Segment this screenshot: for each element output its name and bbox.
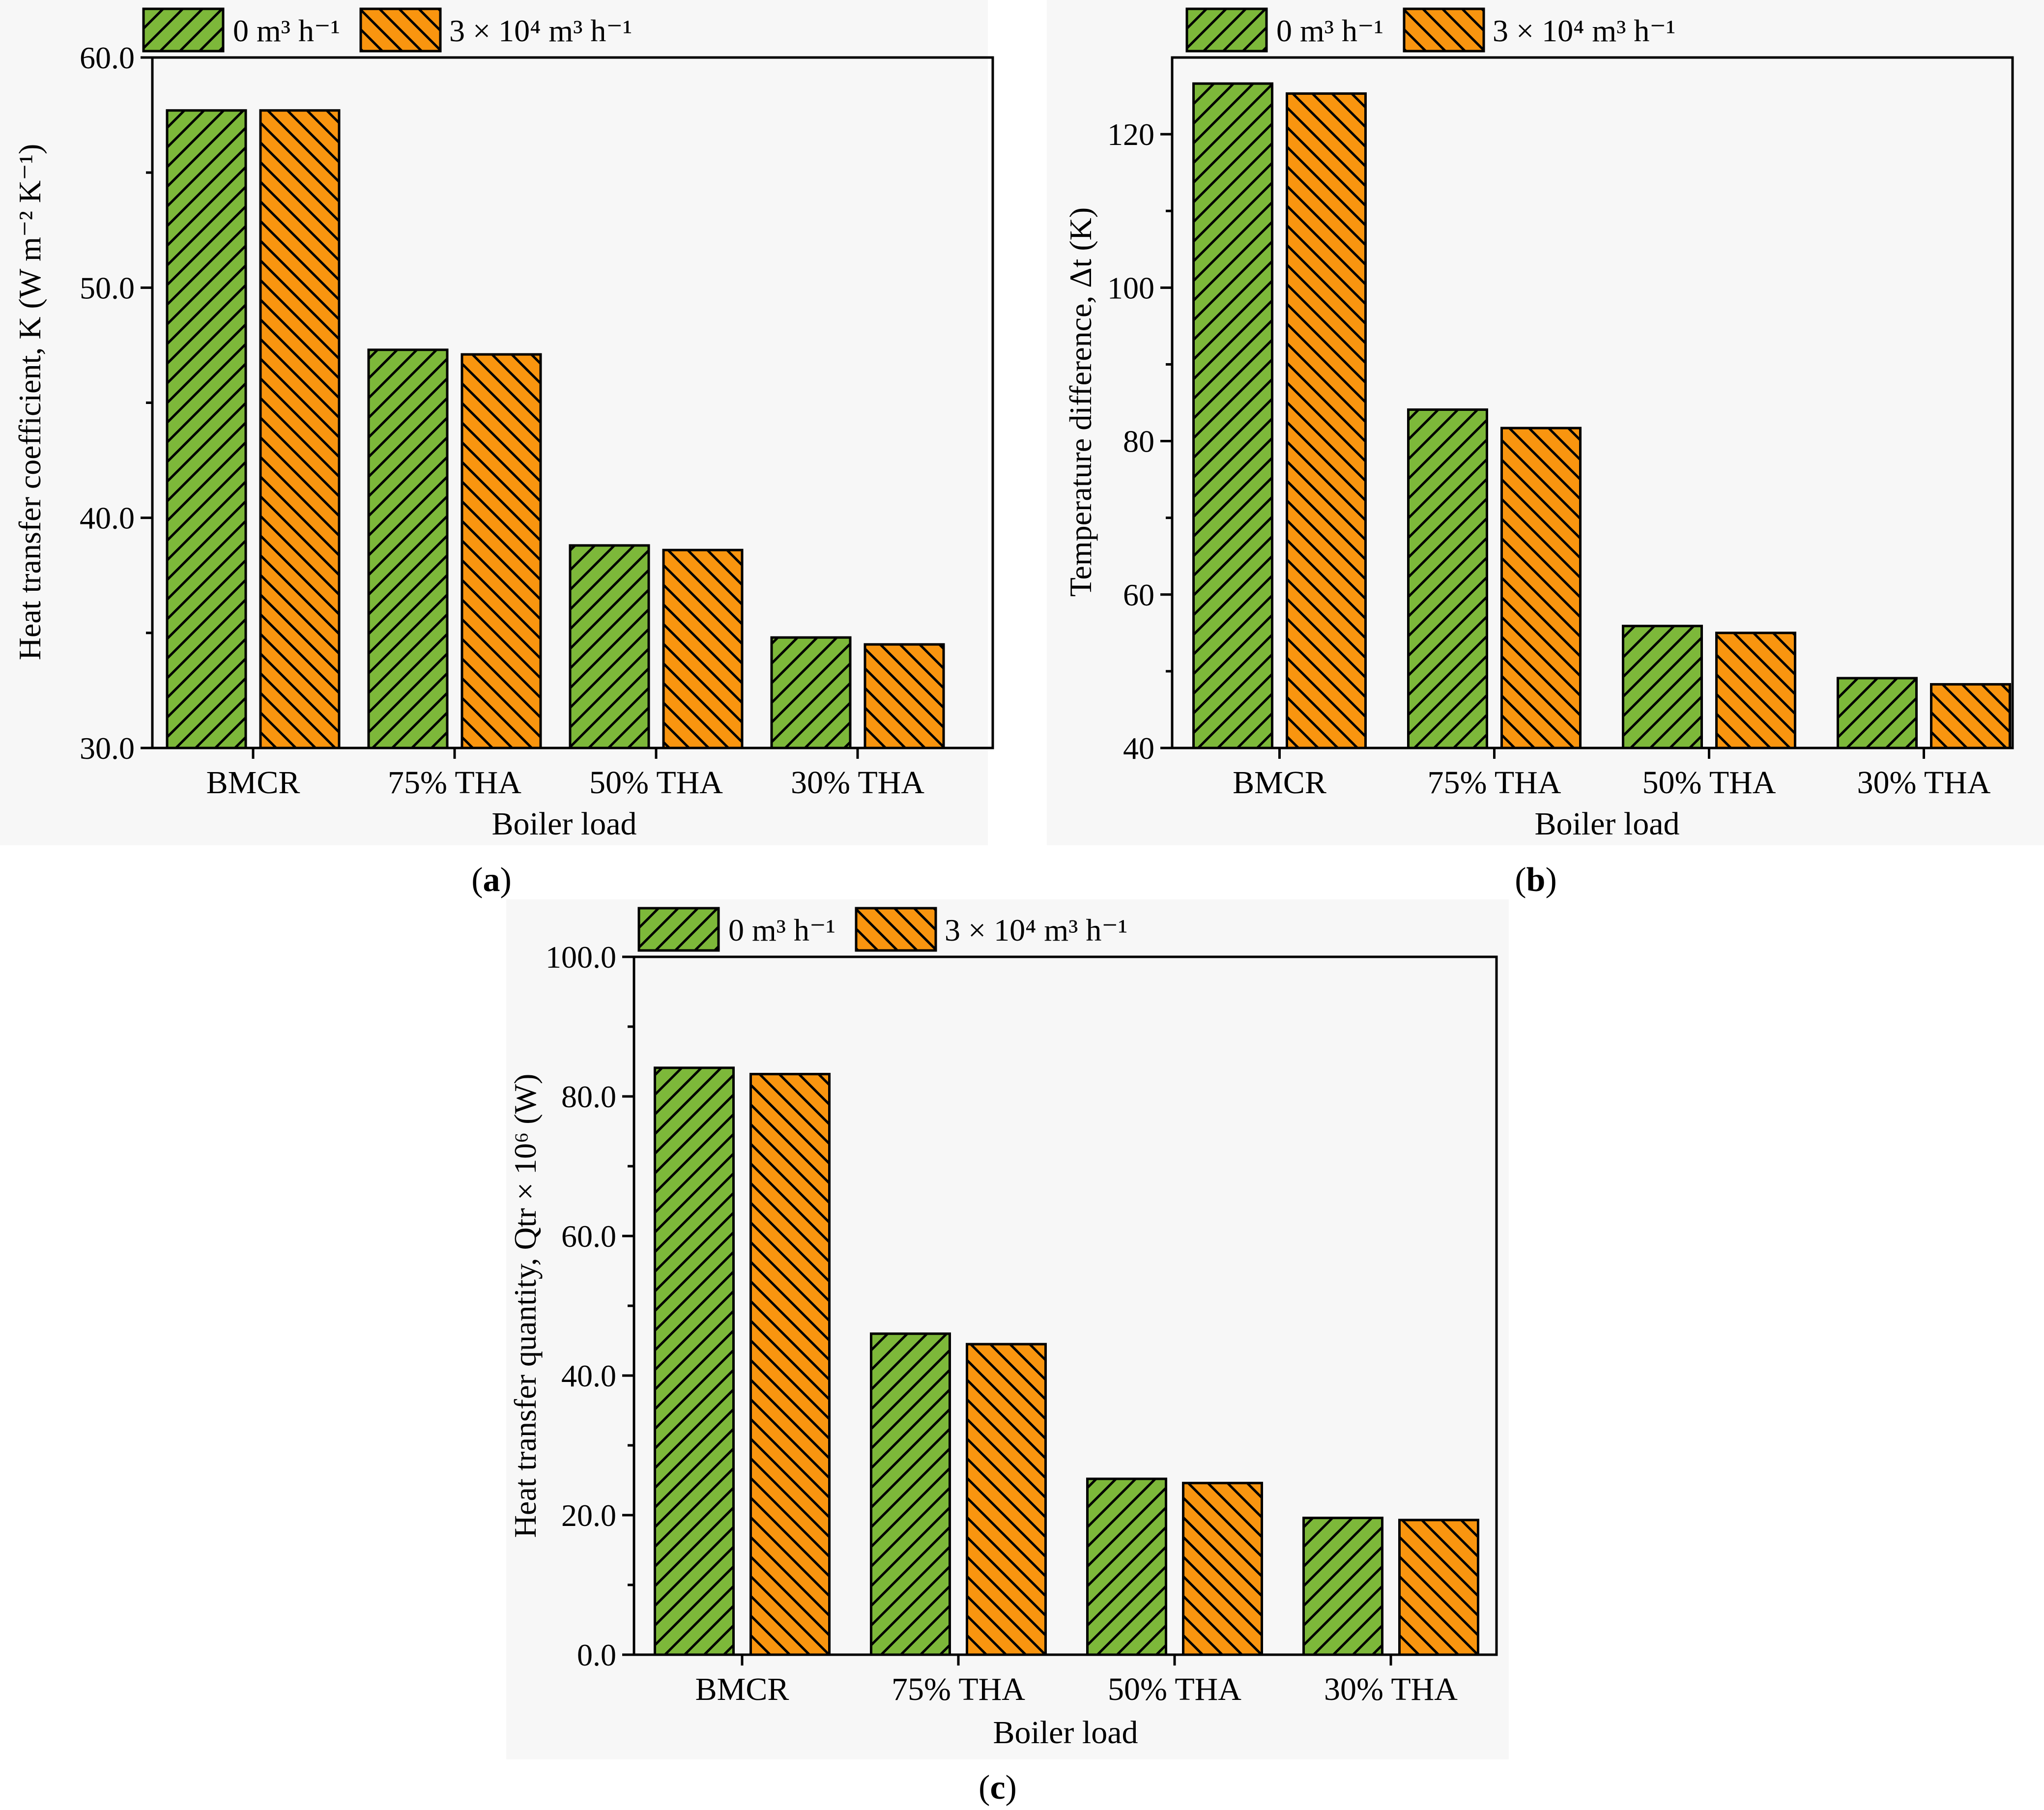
- bar-a-30tha-series1: [864, 643, 945, 749]
- bar-c-75tha-series1: [966, 1343, 1047, 1656]
- panel-c-y-axis: 0.0 20.0 40.0 60.0 80.0 100.0: [546, 940, 634, 1672]
- y-tick-label-a: 40.0: [80, 501, 135, 536]
- x-tick-label-c: 50% THA: [1108, 1671, 1241, 1707]
- y-tick-label-b: 80: [1123, 424, 1154, 459]
- y-tick-label-b: 120: [1107, 117, 1154, 152]
- panel-a-caption: (a): [471, 861, 512, 899]
- panel-a-x-axis-label: Boiler load: [491, 806, 636, 842]
- y-tick-label-b: 60: [1123, 577, 1154, 612]
- bar-c-50tha-series1: [1182, 1482, 1263, 1656]
- bar-a-bmcr-series1: [259, 109, 341, 749]
- x-tick-label-a: 30% THA: [791, 765, 924, 801]
- bar-b-50tha-series1: [1715, 632, 1796, 749]
- x-tick-label-b: 75% THA: [1428, 765, 1561, 801]
- panel-b-x-axis: BMCR 75% THA 50% THA 30% THA: [1233, 748, 1991, 801]
- panel-c-bars: [654, 1066, 1479, 1656]
- y-tick-label-c: 40.0: [561, 1358, 616, 1393]
- panel-b-x-axis-label: Boiler load: [1534, 806, 1679, 842]
- x-tick-label-a: 50% THA: [589, 765, 723, 801]
- bar-b-bmcr-series1: [1286, 92, 1367, 749]
- chart-panel-a: 30.0 40.0 50.0 60.0 BMCR 75% THA 50% THA 30% T…: [0, 0, 994, 899]
- bar-b-30tha-series0: [1837, 677, 1918, 749]
- panel-a-y-axis: 30.0 40.0 50.0 60.0: [80, 40, 152, 766]
- y-tick-label-b: 40: [1123, 731, 1154, 766]
- panel-a-y-axis-label: Heat transfer coefficient, K (W m⁻² K⁻¹): [12, 144, 47, 661]
- bar-b-75tha-series1: [1500, 427, 1582, 749]
- x-tick-label-c: BMCR: [695, 1671, 789, 1707]
- x-tick-label-b: BMCR: [1233, 765, 1326, 801]
- x-tick-label-b: 30% THA: [1857, 765, 1991, 801]
- x-tick-label-c: 75% THA: [892, 1671, 1025, 1707]
- panel-c-y-axis-label: Heat transfer quantity, Qtr × 10⁶ (W): [508, 1074, 543, 1538]
- chart-panel-b: 40 60 80 100 120 BMCR 75% THA 50% THA 30% THA B…: [1047, 0, 2044, 899]
- y-tick-label-c: 60.0: [561, 1219, 616, 1254]
- bar-a-50tha-series0: [569, 544, 650, 749]
- bar-a-75tha-series1: [461, 353, 542, 749]
- y-tick-label-b: 100: [1107, 270, 1154, 305]
- panel-a-legend-label-0: 0 m³ h⁻¹: [233, 13, 340, 48]
- bar-b-bmcr-series0: [1192, 82, 1273, 749]
- x-tick-label-a: BMCR: [206, 765, 300, 801]
- bar-a-75tha-series0: [367, 348, 449, 749]
- panel-c-legend-label-1: 3 × 10⁴ m³ h⁻¹: [945, 913, 1127, 948]
- panel-c-legend-label-0: 0 m³ h⁻¹: [728, 913, 835, 948]
- y-tick-label-c: 0.0: [577, 1638, 616, 1672]
- panel-b-legend-swatch-orange: [1403, 7, 1485, 53]
- bar-c-30tha-series0: [1302, 1517, 1383, 1656]
- bar-b-75tha-series0: [1407, 408, 1488, 749]
- bar-c-75tha-series0: [870, 1332, 951, 1656]
- y-tick-label-a: 30.0: [80, 731, 135, 766]
- y-tick-label-c: 20.0: [561, 1498, 616, 1533]
- panel-b-y-axis-label: Temperature difference, Δt (K): [1063, 207, 1098, 597]
- x-tick-label-b: 50% THA: [1642, 765, 1776, 801]
- panel-b-legend-label-1: 3 × 10⁴ m³ h⁻¹: [1493, 13, 1675, 48]
- panel-a-legend: 0 m³ h⁻¹ 3 × 10⁴ m³ h⁻¹: [142, 7, 632, 53]
- bar-c-30tha-series1: [1398, 1519, 1479, 1656]
- panel-c-legend: 0 m³ h⁻¹ 3 × 10⁴ m³ h⁻¹: [637, 907, 1127, 952]
- bar-c-bmcr-series0: [654, 1066, 735, 1656]
- x-tick-label-c: 30% THA: [1324, 1671, 1458, 1707]
- panel-c-caption: (c): [979, 1769, 1017, 1807]
- panel-c-x-axis-label: Boiler load: [993, 1715, 1138, 1751]
- panel-a-x-axis: BMCR 75% THA 50% THA 30% THA: [206, 748, 924, 801]
- x-tick-label-a: 75% THA: [388, 765, 521, 801]
- y-tick-label-c: 80.0: [561, 1079, 616, 1114]
- bar-a-50tha-series1: [662, 548, 744, 749]
- panel-b-bars: [1192, 82, 2011, 749]
- panel-b-y-axis: 40 60 80 100 120: [1107, 117, 1172, 766]
- panel-b-legend: 0 m³ h⁻¹ 3 × 10⁴ m³ h⁻¹: [1185, 7, 1675, 53]
- chart-panel-c: 0.0 20.0 40.0 60.0 80.0 100.0 BMCR 75% THA 50% …: [506, 899, 1509, 1807]
- bar-c-bmcr-series1: [749, 1073, 831, 1656]
- panel-c-legend-swatch-green: [637, 907, 720, 952]
- panel-b-plot-frame: [1171, 56, 2014, 749]
- panel-a-bars: [166, 109, 945, 749]
- panel-c-x-axis: BMCR 75% THA 50% THA 30% THA: [695, 1655, 1458, 1707]
- y-tick-label-c: 100.0: [546, 940, 616, 975]
- panel-c-legend-swatch-orange: [855, 907, 937, 952]
- panel-a-legend-label-1: 3 × 10⁴ m³ h⁻¹: [449, 13, 632, 48]
- panel-b-legend-swatch-green: [1185, 7, 1268, 53]
- panel-b-legend-label-0: 0 m³ h⁻¹: [1276, 13, 1383, 48]
- bar-a-30tha-series0: [770, 636, 852, 749]
- panel-b-caption: (b): [1515, 861, 1557, 899]
- bar-c-50tha-series0: [1086, 1477, 1167, 1656]
- panel-a-legend-swatch-green: [142, 7, 225, 53]
- bar-b-30tha-series1: [1930, 683, 2011, 749]
- panel-a-legend-swatch-orange: [359, 7, 442, 53]
- bar-a-bmcr-series0: [166, 109, 247, 749]
- y-tick-label-a: 60.0: [80, 40, 135, 75]
- y-tick-label-a: 50.0: [80, 270, 135, 305]
- bar-b-50tha-series0: [1622, 625, 1703, 749]
